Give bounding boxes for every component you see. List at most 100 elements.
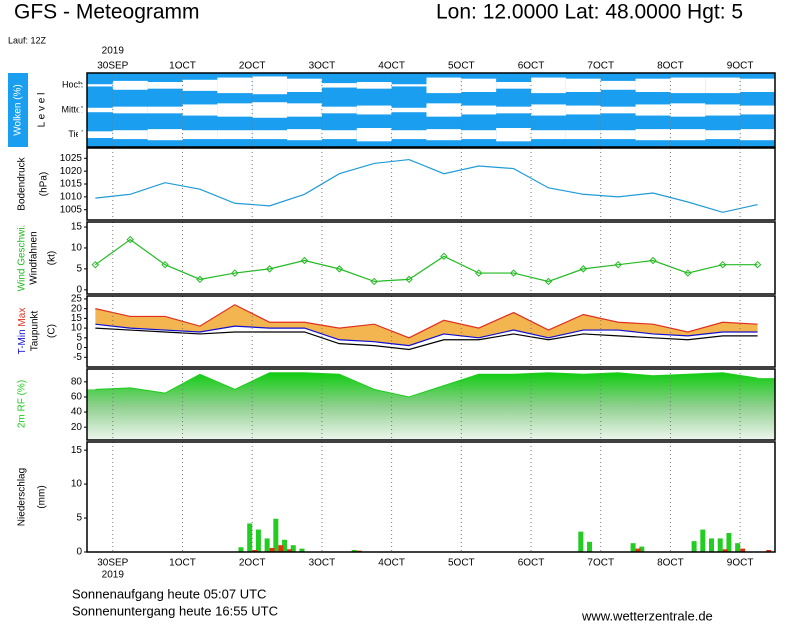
cloud-gap xyxy=(600,130,636,140)
bar xyxy=(630,543,636,552)
y-tick-label: 0 xyxy=(76,342,82,353)
x-tick-label: 1OCT xyxy=(169,558,196,569)
marker xyxy=(614,260,622,269)
marker xyxy=(475,269,483,277)
cloud-gap xyxy=(217,103,253,117)
cloud-gap xyxy=(77,107,113,113)
cloud-gap xyxy=(147,82,183,89)
cloud-gap xyxy=(565,105,601,115)
bar xyxy=(717,538,723,552)
y-tick-label: 1015 xyxy=(60,179,83,190)
level-label: Mittel xyxy=(61,104,83,114)
cloud-gap xyxy=(670,77,706,94)
y-tick-label: 5 xyxy=(76,332,82,343)
bar xyxy=(726,532,732,552)
bar xyxy=(290,545,296,552)
cloud-gap xyxy=(705,77,741,94)
y-unit: (hPa) xyxy=(39,172,50,196)
marker xyxy=(126,235,134,244)
cloud-gap xyxy=(356,128,392,142)
cloud-gap xyxy=(565,78,601,92)
cloud-gap xyxy=(635,129,671,141)
bar xyxy=(691,541,697,552)
cloud-gap xyxy=(426,129,462,141)
cloud-gap xyxy=(426,103,462,117)
bar xyxy=(578,531,584,552)
bar xyxy=(299,548,305,552)
cloud-gap xyxy=(461,78,497,92)
cloud-gap xyxy=(112,130,148,140)
source: www.wetterzentrale.de xyxy=(581,608,713,623)
cloud-gap xyxy=(635,78,671,92)
panel-frame xyxy=(86,221,776,295)
bar xyxy=(269,547,275,552)
y-label: Wolken (%) xyxy=(13,84,24,136)
cloud-gap xyxy=(217,77,253,94)
x-tick-label: 6OCT xyxy=(518,61,545,72)
marker xyxy=(231,269,239,277)
cloud-gap xyxy=(321,106,357,114)
cloud-gap xyxy=(356,105,392,115)
series-name: Wind Geschwi. xyxy=(17,225,28,292)
x-tick-label: 9OCT xyxy=(727,61,754,72)
sunset: Sonnenuntergang heute 16:55 UTC xyxy=(72,603,278,618)
cloud-gap xyxy=(600,106,636,114)
y-tick-label: 0 xyxy=(76,547,82,558)
marker xyxy=(509,269,518,277)
cloud-gap xyxy=(321,130,357,140)
level-label: Tief xyxy=(68,129,83,139)
bar xyxy=(252,549,258,552)
y-unit: (kt) xyxy=(47,251,58,265)
x-tick-label: 2OCT xyxy=(239,558,266,569)
x-tick-label: 2OCT xyxy=(239,61,266,72)
marker xyxy=(684,269,692,277)
bar xyxy=(282,539,288,552)
y-tick-label: 40 xyxy=(71,407,83,418)
cloud-gap xyxy=(147,106,183,114)
cloud-gap xyxy=(496,82,532,89)
panel-frame xyxy=(86,441,776,553)
y-tick-label: 0 xyxy=(76,284,82,295)
cloud-gap xyxy=(426,77,462,94)
x-tick-label: 4OCT xyxy=(378,558,405,569)
cloud-gap xyxy=(217,130,253,140)
run: Lauf: 12Z xyxy=(8,35,47,45)
cloud-gap xyxy=(287,103,322,117)
x-tick-label: 8OCT xyxy=(657,558,684,569)
cloud-gap xyxy=(321,83,357,88)
bar xyxy=(740,548,746,552)
x-tick-label: 9OCT xyxy=(727,558,754,569)
sunrise: Sonnenaufgang heute 05:07 UTC xyxy=(72,586,266,601)
panel-frame xyxy=(86,72,776,148)
y-tick-label: 1020 xyxy=(60,166,83,177)
x-tick-label: 3OCT xyxy=(309,61,336,72)
panel-bg xyxy=(87,148,775,220)
x-tick-label: 5OCT xyxy=(448,558,475,569)
bar xyxy=(766,549,772,552)
bar xyxy=(273,518,279,552)
cloud-gap xyxy=(461,130,497,140)
cloud-gap xyxy=(77,131,113,138)
y-tick-label: 25 xyxy=(71,294,83,305)
cloud-gap xyxy=(252,102,288,118)
temp-label: T-Min Max xyxy=(17,308,28,355)
bar xyxy=(238,547,244,552)
cloud-gap xyxy=(287,78,322,92)
y-tick-label: 10 xyxy=(71,243,83,254)
series-name: Max xyxy=(17,308,28,327)
series-name: T-Min xyxy=(17,329,28,354)
marker xyxy=(544,277,553,286)
y-tick-label: 15 xyxy=(71,445,83,456)
y-tick-label: 5 xyxy=(76,513,82,524)
x-tick-label: 1OCT xyxy=(169,61,196,72)
cloud-gap xyxy=(740,105,775,115)
panel-frame xyxy=(86,368,776,441)
cloud-gap xyxy=(740,78,775,92)
marker xyxy=(753,260,762,269)
y-label: 2m RF (%) xyxy=(17,380,28,428)
cloud-gap xyxy=(740,129,775,141)
cloud-gap xyxy=(705,104,741,116)
bar xyxy=(278,545,284,552)
y-tick-label: 5 xyxy=(76,264,82,275)
